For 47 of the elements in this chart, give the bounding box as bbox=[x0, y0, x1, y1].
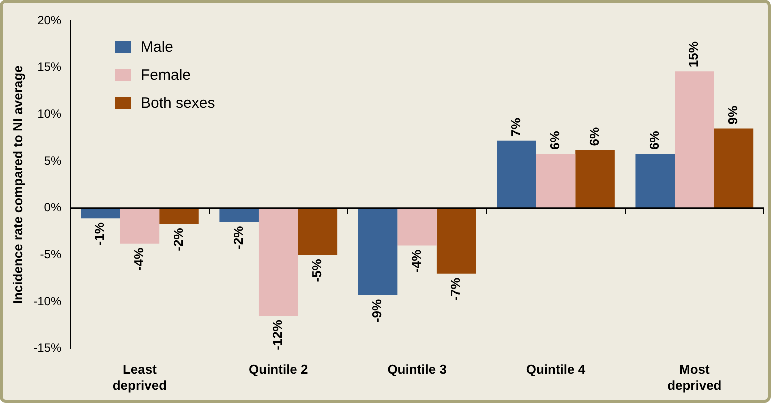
x-tick-label: Quintile 2 bbox=[249, 362, 308, 378]
bar bbox=[220, 208, 259, 222]
y-tick-label: -5% bbox=[40, 247, 62, 262]
data-label: -7% bbox=[448, 277, 464, 301]
bar bbox=[497, 140, 536, 208]
data-label: 15% bbox=[686, 41, 702, 68]
bar bbox=[536, 154, 576, 208]
data-label: -9% bbox=[370, 298, 385, 323]
data-label: 6% bbox=[586, 127, 602, 146]
data-label: 6% bbox=[646, 130, 662, 150]
bar bbox=[298, 208, 338, 256]
data-label: -12% bbox=[270, 320, 286, 350]
data-label: -1% bbox=[92, 222, 108, 246]
y-tick-label: -10% bbox=[34, 294, 62, 308]
bar bbox=[714, 128, 754, 208]
data-label: -4% bbox=[132, 247, 147, 272]
y-tick-label: 0% bbox=[44, 200, 62, 215]
x-tick-label: Least deprived bbox=[112, 362, 168, 393]
y-tick-label: 10% bbox=[38, 106, 62, 121]
data-label: 9% bbox=[726, 105, 741, 125]
data-label: -4% bbox=[408, 249, 424, 273]
y-tick-label: -15% bbox=[34, 341, 62, 356]
legend-label: Both sexes bbox=[141, 94, 216, 112]
bar bbox=[258, 208, 298, 316]
y-axis-title: Incidence rate compared to NI average bbox=[10, 66, 26, 304]
x-tick-label: Most deprived bbox=[668, 362, 722, 393]
data-label: 6% bbox=[548, 130, 563, 150]
legend-label: Female bbox=[141, 66, 192, 84]
bar bbox=[436, 208, 476, 274]
bar bbox=[576, 150, 615, 208]
data-label: -5% bbox=[310, 258, 324, 282]
data-label: 7% bbox=[508, 118, 524, 137]
y-tick-label: 15% bbox=[38, 60, 62, 74]
bar bbox=[160, 208, 199, 224]
bar bbox=[81, 208, 120, 219]
x-tick-label: Quintile 3 bbox=[388, 362, 447, 378]
y-tick-label: 5% bbox=[44, 154, 62, 168]
bar bbox=[675, 72, 714, 208]
bar bbox=[358, 208, 398, 296]
data-label: -2% bbox=[170, 228, 186, 252]
y-tick-label: 20% bbox=[38, 13, 62, 28]
bar bbox=[636, 154, 676, 208]
bar bbox=[398, 208, 437, 246]
bar bbox=[120, 208, 160, 244]
data-label: -2% bbox=[230, 226, 246, 250]
legend-label: Male bbox=[141, 38, 174, 56]
x-tick-label: Quintile 4 bbox=[526, 362, 586, 378]
